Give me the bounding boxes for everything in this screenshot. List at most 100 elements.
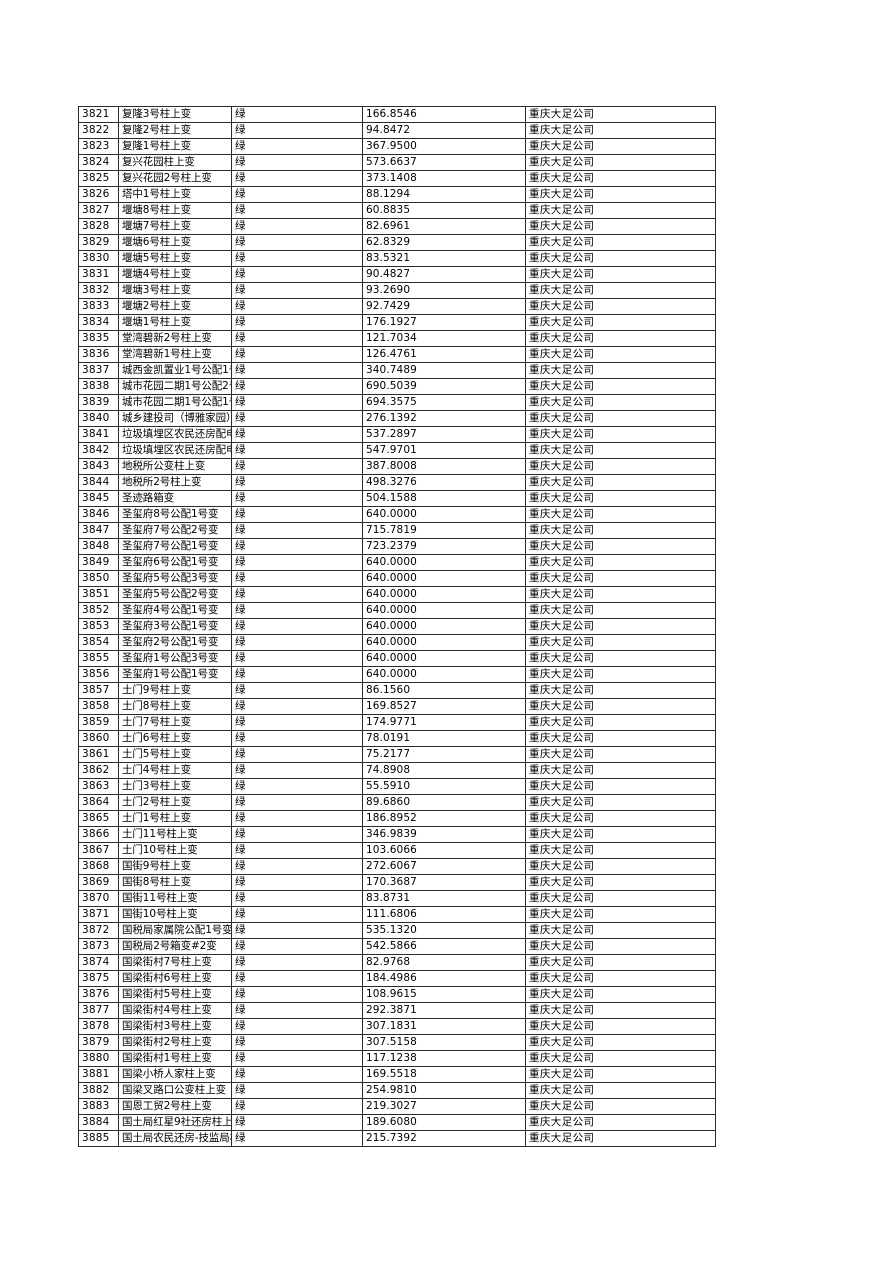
cell-equipment-name: 土门9号柱上变 (118, 682, 232, 699)
cell-category: 绿 (231, 666, 363, 683)
cell-sequence-number: 3873 (78, 938, 119, 955)
cell-sequence-number: 3834 (78, 314, 119, 331)
cell-organization: 重庆大足公司 (525, 650, 716, 667)
cell-category: 绿 (231, 106, 363, 123)
cell-equipment-name: 堰塘1号柱上变 (118, 314, 232, 331)
cell-equipment-name: 复隆2号柱上变 (118, 122, 232, 139)
cell-organization: 重庆大足公司 (525, 938, 716, 955)
cell-category: 绿 (231, 1002, 363, 1019)
cell-sequence-number: 3852 (78, 602, 119, 619)
cell-capacity: 219.3027 (362, 1098, 526, 1115)
cell-capacity: 78.0191 (362, 730, 526, 747)
cell-sequence-number: 3862 (78, 762, 119, 779)
cell-capacity: 535.1320 (362, 922, 526, 939)
cell-capacity: 640.0000 (362, 602, 526, 619)
table-body: 3821 复隆3号柱上变绿 166.8546 重庆大足公司 3822 复隆2号柱上变绿 94… (78, 106, 716, 1147)
cell-equipment-name: 城市花园二期1号公配1号变 (118, 394, 232, 411)
cell-capacity: 184.4986 (362, 970, 526, 987)
cell-category: 绿 (231, 490, 363, 507)
cell-category: 绿 (231, 138, 363, 155)
cell-capacity: 88.1294 (362, 186, 526, 203)
cell-organization: 重庆大足公司 (525, 282, 716, 299)
cell-capacity: 82.9768 (362, 954, 526, 971)
cell-sequence-number: 3838 (78, 378, 119, 395)
cell-capacity: 367.9500 (362, 138, 526, 155)
cell-capacity: 89.6860 (362, 794, 526, 811)
cell-sequence-number: 3827 (78, 202, 119, 219)
table-row: 3879 国梁街村2号柱上变绿 307.5158 重庆大足公司 (78, 1034, 716, 1051)
cell-equipment-name: 复兴花园柱上变 (118, 154, 232, 171)
cell-category: 绿 (231, 1114, 363, 1131)
cell-capacity: 640.0000 (362, 506, 526, 523)
cell-sequence-number: 3824 (78, 154, 119, 171)
cell-capacity: 346.9839 (362, 826, 526, 843)
cell-sequence-number: 3860 (78, 730, 119, 747)
cell-capacity: 640.0000 (362, 650, 526, 667)
cell-category: 绿 (231, 1098, 363, 1115)
table-row: 3869 国街8号柱上变绿 170.3687 重庆大足公司 (78, 874, 716, 891)
cell-capacity: 117.1238 (362, 1050, 526, 1067)
cell-equipment-name: 国土局红星9社还房柱上变 (118, 1114, 232, 1131)
cell-sequence-number: 3882 (78, 1082, 119, 1099)
cell-organization: 重庆大足公司 (525, 586, 716, 603)
cell-capacity: 307.5158 (362, 1034, 526, 1051)
cell-category: 绿 (231, 890, 363, 907)
cell-organization: 重庆大足公司 (525, 298, 716, 315)
cell-equipment-name: 圣玺府4号公配1号变 (118, 602, 232, 619)
cell-sequence-number: 3847 (78, 522, 119, 539)
cell-organization: 重庆大足公司 (525, 634, 716, 651)
cell-category: 绿 (231, 250, 363, 267)
cell-equipment-name: 国梁小桥人家柱上变 (118, 1066, 232, 1083)
table-row: 3853 圣玺府3号公配1号变绿 640.0000 重庆大足公司 (78, 618, 716, 635)
cell-organization: 重庆大足公司 (525, 234, 716, 251)
cell-sequence-number: 3865 (78, 810, 119, 827)
table-row: 3872 国税局家属院公配1号变绿 535.1320 重庆大足公司 (78, 922, 716, 939)
cell-category: 绿 (231, 234, 363, 251)
cell-organization: 重庆大足公司 (525, 410, 716, 427)
cell-capacity: 640.0000 (362, 586, 526, 603)
cell-organization: 重庆大足公司 (525, 250, 716, 267)
table-row: 3849 圣玺府6号公配1号变绿 640.0000 重庆大足公司 (78, 554, 716, 571)
cell-equipment-name: 土门10号柱上变 (118, 842, 232, 859)
cell-sequence-number: 3885 (78, 1130, 119, 1147)
cell-organization: 重庆大足公司 (525, 490, 716, 507)
cell-equipment-name: 土门1号柱上变 (118, 810, 232, 827)
table-row: 3873 国税局2号箱变#2变绿 542.5866 重庆大足公司 (78, 938, 716, 955)
cell-capacity: 640.0000 (362, 554, 526, 571)
cell-organization: 重庆大足公司 (525, 218, 716, 235)
cell-capacity: 307.1831 (362, 1018, 526, 1035)
cell-capacity: 62.8329 (362, 234, 526, 251)
cell-equipment-name: 城市花园二期1号公配2号变 (118, 378, 232, 395)
cell-sequence-number: 3849 (78, 554, 119, 571)
table-row: 3847 圣玺府7号公配2号变绿 715.7819 重庆大足公司 (78, 522, 716, 539)
cell-sequence-number: 3863 (78, 778, 119, 795)
cell-capacity: 186.8952 (362, 810, 526, 827)
cell-sequence-number: 3830 (78, 250, 119, 267)
table-row: 3884 国土局红星9社还房柱上变绿 189.6080 重庆大足公司 (78, 1114, 716, 1131)
cell-equipment-name: 国税局家属院公配1号变 (118, 922, 232, 939)
cell-equipment-name: 国梁街村7号柱上变 (118, 954, 232, 971)
cell-organization: 重庆大足公司 (525, 538, 716, 555)
cell-capacity: 169.5518 (362, 1066, 526, 1083)
table-row: 3855 圣玺府1号公配3号变绿 640.0000 重庆大足公司 (78, 650, 716, 667)
cell-sequence-number: 3867 (78, 842, 119, 859)
cell-category: 绿 (231, 922, 363, 939)
cell-capacity: 176.1927 (362, 314, 526, 331)
cell-category: 绿 (231, 874, 363, 891)
cell-organization: 重庆大足公司 (525, 266, 716, 283)
cell-category: 绿 (231, 458, 363, 475)
cell-organization: 重庆大足公司 (525, 122, 716, 139)
cell-category: 绿 (231, 778, 363, 795)
cell-organization: 重庆大足公司 (525, 442, 716, 459)
cell-capacity: 75.2177 (362, 746, 526, 763)
cell-organization: 重庆大足公司 (525, 730, 716, 747)
cell-capacity: 169.8527 (362, 698, 526, 715)
cell-category: 绿 (231, 538, 363, 555)
cell-organization: 重庆大足公司 (525, 522, 716, 539)
cell-equipment-name: 土门6号柱上变 (118, 730, 232, 747)
cell-category: 绿 (231, 266, 363, 283)
cell-organization: 重庆大足公司 (525, 1002, 716, 1019)
cell-organization: 重庆大足公司 (525, 906, 716, 923)
cell-organization: 重庆大足公司 (525, 842, 716, 859)
